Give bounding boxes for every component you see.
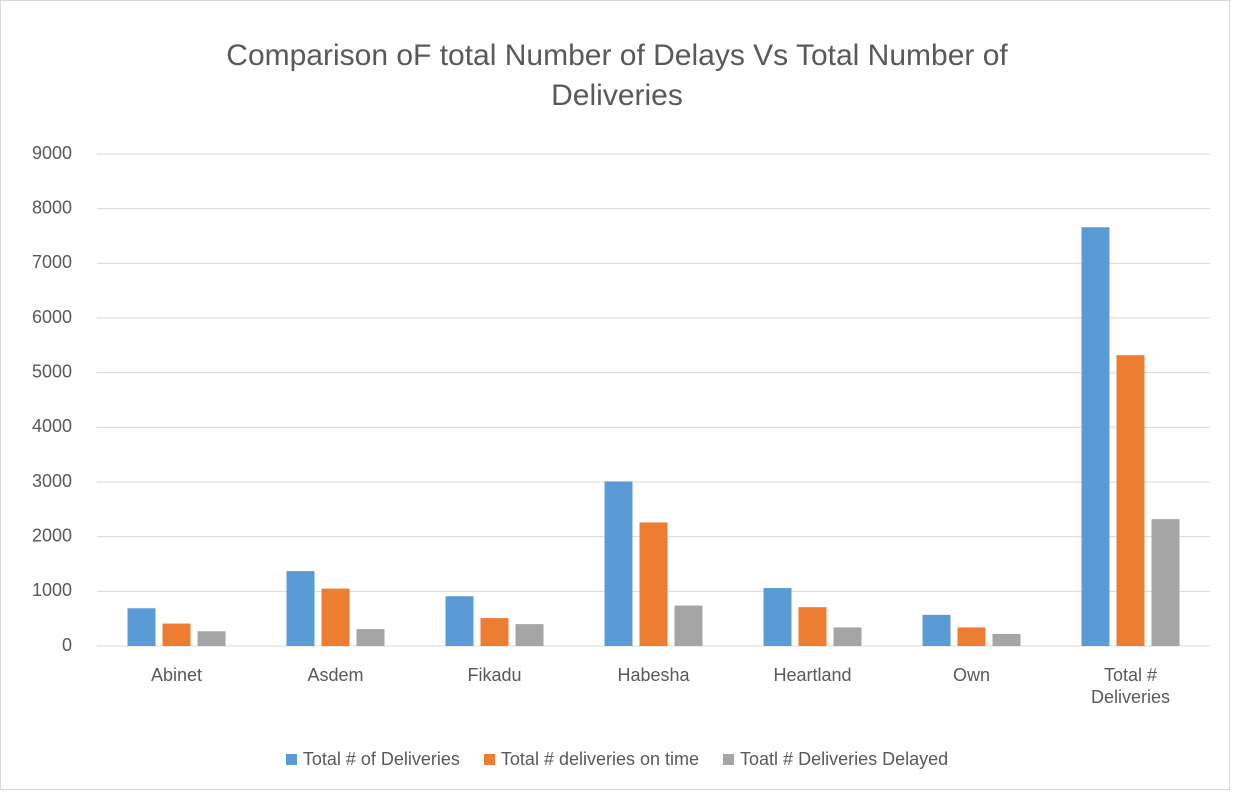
bar — [639, 522, 668, 646]
bar — [286, 571, 315, 646]
bar — [674, 605, 703, 646]
bar — [763, 588, 792, 646]
legend-label: Toatl # Deliveries Delayed — [740, 749, 949, 769]
y-tick-label: 3000 — [32, 471, 72, 491]
bar — [992, 633, 1021, 646]
bar — [356, 629, 385, 646]
y-tick-label: 7000 — [32, 252, 72, 272]
legend-item: Total # of Deliveries — [285, 749, 460, 770]
chart-title: Comparison oF total Number of Delays Vs … — [226, 39, 1008, 112]
bar — [1116, 355, 1145, 646]
x-tick-label: Abinet — [150, 665, 203, 685]
y-tick-label: 0 — [62, 635, 72, 655]
y-tick-label: 4000 — [32, 416, 72, 436]
x-tick-label: Total # Deliveries — [1090, 665, 1171, 707]
bar — [480, 618, 509, 646]
bar — [127, 608, 156, 646]
y-tick-label: 1000 — [32, 580, 72, 600]
y-tick-label: 5000 — [32, 361, 72, 381]
legend-item: Total # deliveries on time — [483, 749, 700, 770]
x-tick-label: Asdem — [307, 665, 364, 685]
bar — [515, 624, 544, 646]
x-tick-label: Habesha — [617, 665, 690, 685]
y-tick-label: 9000 — [32, 143, 72, 163]
bar — [957, 627, 986, 646]
legend-swatch — [723, 754, 735, 765]
legend-swatch — [285, 754, 297, 765]
legend-swatch — [483, 754, 495, 765]
x-tick-label: Heartland — [773, 665, 852, 685]
bar — [604, 481, 633, 646]
x-tick-label: Own — [952, 665, 990, 685]
bar — [1081, 227, 1110, 646]
y-tick-label: 6000 — [32, 307, 72, 327]
legend-label: Total # of Deliveries — [302, 749, 460, 769]
bar — [922, 614, 951, 646]
bar — [197, 631, 226, 646]
y-tick-label: 2000 — [32, 525, 72, 545]
legend-item: Toatl # Deliveries Delayed — [723, 749, 948, 770]
legend: Total # of Deliveries Total # deliveries … — [0, 749, 1234, 770]
bar — [1151, 519, 1180, 646]
bar — [445, 596, 474, 646]
bar — [833, 627, 862, 646]
y-tick-label: 8000 — [32, 197, 72, 217]
legend-label: Total # deliveries on time — [500, 749, 700, 769]
bar — [798, 607, 827, 646]
bar — [321, 588, 350, 646]
bar — [162, 623, 191, 646]
x-tick-label: Fikadu — [467, 665, 522, 685]
